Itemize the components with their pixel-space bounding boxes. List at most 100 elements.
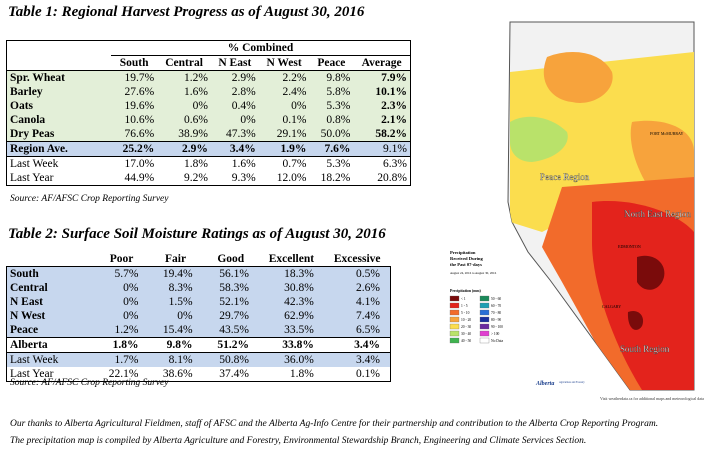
table-cell: 1.6% xyxy=(183,86,208,98)
row-label: South xyxy=(10,268,39,280)
column-header: Fair xyxy=(164,253,187,265)
row-label: Central xyxy=(10,282,48,294)
row-label: Canola xyxy=(10,114,46,126)
table-cell: 7.4% xyxy=(356,310,380,322)
map-title: Precipitation xyxy=(450,250,476,255)
table-cell: 10.6% xyxy=(124,114,155,126)
map-region-label: South Region xyxy=(620,344,670,354)
table-row: Central 0% 8.3% 58.3% 30.8% 2.6% xyxy=(6,281,391,295)
table-cell: 38.6% xyxy=(162,368,193,380)
map-footer-text: Visit weatherdata.ca for additional maps… xyxy=(600,396,704,401)
table-row: Barley 27.6% 1.6% 2.8% 2.4% 5.8% 10.1% xyxy=(6,85,411,99)
table-cell: 0.7% xyxy=(282,158,307,170)
table-cell: 3.4% xyxy=(354,339,380,351)
table-cell: 3.4% xyxy=(229,143,256,155)
table-cell: 7.9% xyxy=(381,72,407,84)
legend-label: 30 - 40 xyxy=(461,332,471,336)
table-cell: 33.8% xyxy=(282,339,314,351)
map-legend: < 1 1 - 5 5 - 10 10 - 20 20 - 30 30 - 40 40 - … xyxy=(449,295,503,344)
table-row: South 5.7% 19.4% 56.1% 18.3% 0.5% xyxy=(6,266,391,281)
map-place-label: FORT McMURRAY xyxy=(650,131,684,136)
table-cell: 10.1% xyxy=(375,86,407,98)
table-cell: 9.3% xyxy=(231,172,256,184)
table-cell: 2.8% xyxy=(231,86,256,98)
table-row: N West 0% 0% 29.7% 62.9% 7.4% xyxy=(6,309,391,323)
row-label: Last Week xyxy=(10,354,59,366)
legend-label: > 100 xyxy=(491,332,500,336)
table-cell: 22.1% xyxy=(108,368,139,380)
table1-source: Source: AF/AFSC Crop Reporting Survey xyxy=(10,194,169,204)
table-cell: 0% xyxy=(291,100,307,112)
table-cell: 1.8% xyxy=(289,368,314,380)
table-cell: 50.8% xyxy=(219,354,249,366)
table-cell: 1.8% xyxy=(183,158,208,170)
column-header: South xyxy=(119,57,149,69)
table-cell: 0.8% xyxy=(326,114,351,126)
table-header: Poor Fair Good Excellent Excessive xyxy=(7,252,391,267)
table-cell: 1.7% xyxy=(114,354,139,366)
table-row: Spr. Wheat 19.7% 1.2% 2.9% 2.2% 9.8% 7.9% xyxy=(6,70,411,85)
legend-swatch xyxy=(449,309,460,316)
table-cell: 19.7% xyxy=(124,72,155,84)
legend-swatch xyxy=(449,337,460,344)
table-cell: 5.3% xyxy=(326,100,351,112)
table-cell: 43.5% xyxy=(219,324,249,336)
table-cell: 19.4% xyxy=(162,268,193,280)
row-label: Last Week xyxy=(10,158,59,170)
table-cell: 4.1% xyxy=(356,296,380,308)
legend-swatch xyxy=(449,302,460,309)
legend-label: 70 - 80 xyxy=(491,311,501,315)
table-cell: 12.0% xyxy=(276,172,307,184)
table-cell: 25.2% xyxy=(122,143,155,155)
row-label: Spr. Wheat xyxy=(10,72,65,84)
table-cell: 9.1% xyxy=(383,143,407,155)
legend-swatch xyxy=(479,302,490,309)
legend-swatch xyxy=(479,295,490,302)
table-cell: 29.1% xyxy=(276,128,307,140)
row-label: Last Year xyxy=(10,368,54,380)
legend-label: 80 - 90 xyxy=(491,318,501,322)
row-label: N West xyxy=(10,310,46,322)
acknowledgement-text: Our thanks to Alberta Agricultural Field… xyxy=(10,419,659,429)
table-cell: 9.8% xyxy=(166,339,193,351)
legend-swatch xyxy=(449,316,460,323)
legend-label: 1 - 5 xyxy=(461,304,468,308)
row-label: Alberta xyxy=(10,339,48,351)
table-row: N East 0% 1.5% 52.1% 42.3% 4.1% xyxy=(6,295,391,309)
table-cell: 19.6% xyxy=(124,100,155,112)
legend-label: 20 - 30 xyxy=(461,325,471,329)
legend-label: 60 - 70 xyxy=(491,304,501,308)
table-cell: 52.1% xyxy=(219,296,249,308)
row-label: Region Ave. xyxy=(10,143,68,155)
precip-zone-orange-north xyxy=(543,52,613,103)
table-cell: 33.5% xyxy=(284,324,314,336)
row-label: Dry Peas xyxy=(10,128,55,140)
table-cell: 2.4% xyxy=(282,86,307,98)
table-cell: 44.9% xyxy=(124,172,155,184)
table-cell: 29.7% xyxy=(219,310,249,322)
table-row: Peace 1.2% 15.4% 43.5% 33.5% 6.5% xyxy=(6,323,391,338)
column-header: Peace xyxy=(317,57,346,69)
legend-swatch xyxy=(479,330,490,337)
table-cell: 0.1% xyxy=(282,114,307,126)
map-place-label: EDMONTON xyxy=(618,244,641,249)
map-legend-title: Precipitation (mm) xyxy=(450,289,482,293)
table-cell: 0.1% xyxy=(356,368,380,380)
legend-label: 10 - 20 xyxy=(461,318,471,322)
precip-zone-green xyxy=(510,116,568,162)
table-row: Region Ave. 25.2% 2.9% 3.4% 1.9% 7.6% 9.1% xyxy=(6,141,411,157)
table-cell: 2.1% xyxy=(381,114,407,126)
table-cell: 6.5% xyxy=(356,324,380,336)
column-header: N West xyxy=(266,57,302,69)
table2-title: Table 2: Surface Soil Moisture Ratings a… xyxy=(8,226,386,242)
table-cell: 7.6% xyxy=(324,143,351,155)
table-cell: 0.6% xyxy=(183,114,208,126)
group-header: % Combined xyxy=(111,40,411,56)
map-title: Received During xyxy=(450,256,483,261)
table-cell: 2.3% xyxy=(381,100,407,112)
table-cell: 1.2% xyxy=(183,72,208,84)
table-cell: 3.4% xyxy=(356,354,380,366)
table-cell: 1.2% xyxy=(114,324,139,336)
table-cell: 56.1% xyxy=(219,268,249,280)
table-cell: 0% xyxy=(123,310,139,322)
